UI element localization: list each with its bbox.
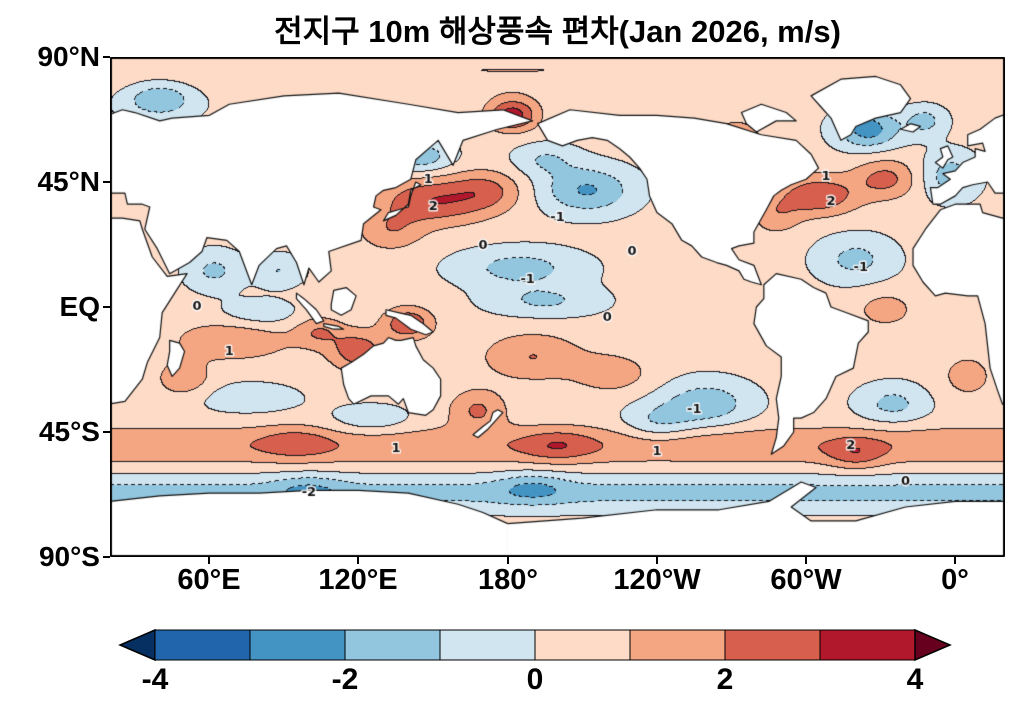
chart-title: 전지구 10m 해상풍속 편차(Jan 2026, m/s)	[274, 14, 841, 49]
colorbar-tick-4: 4	[906, 663, 924, 696]
y-tickmark	[103, 306, 110, 308]
y-tick-90s: 90°S	[38, 541, 100, 572]
x-tick-60e: 60°E	[177, 564, 241, 596]
y-tick-45s: 45°S	[38, 416, 100, 447]
y-tickmark	[103, 431, 110, 433]
colorbar-tick-neg4: -4	[141, 663, 169, 696]
y-tickmark	[103, 56, 110, 58]
colorbar	[118, 628, 952, 662]
y-tick-45n: 45°N	[37, 166, 100, 197]
x-tick-60w: 60°W	[770, 564, 842, 596]
x-tickmark	[208, 557, 210, 564]
y-tick-eq: EQ	[59, 291, 100, 322]
colorbar-tick-0: 0	[526, 663, 544, 696]
x-tickmark	[507, 557, 509, 564]
x-tickmark	[656, 557, 658, 564]
y-tickmark	[103, 181, 110, 183]
x-tick-120e: 120°E	[318, 564, 398, 596]
x-tick-180: 180°	[478, 564, 538, 596]
x-tickmark	[805, 557, 807, 564]
y-tick-90n: 90°N	[37, 41, 100, 72]
x-tick-120w: 120°W	[613, 564, 701, 596]
x-tickmark	[357, 557, 359, 564]
x-tick-0: 0°	[941, 564, 969, 596]
anomaly-map-canvas	[110, 57, 1005, 557]
colorbar-tick-2: 2	[716, 663, 734, 696]
y-tickmark	[103, 556, 110, 558]
x-tickmark	[954, 557, 956, 564]
colorbar-tick-neg2: -2	[331, 663, 359, 696]
